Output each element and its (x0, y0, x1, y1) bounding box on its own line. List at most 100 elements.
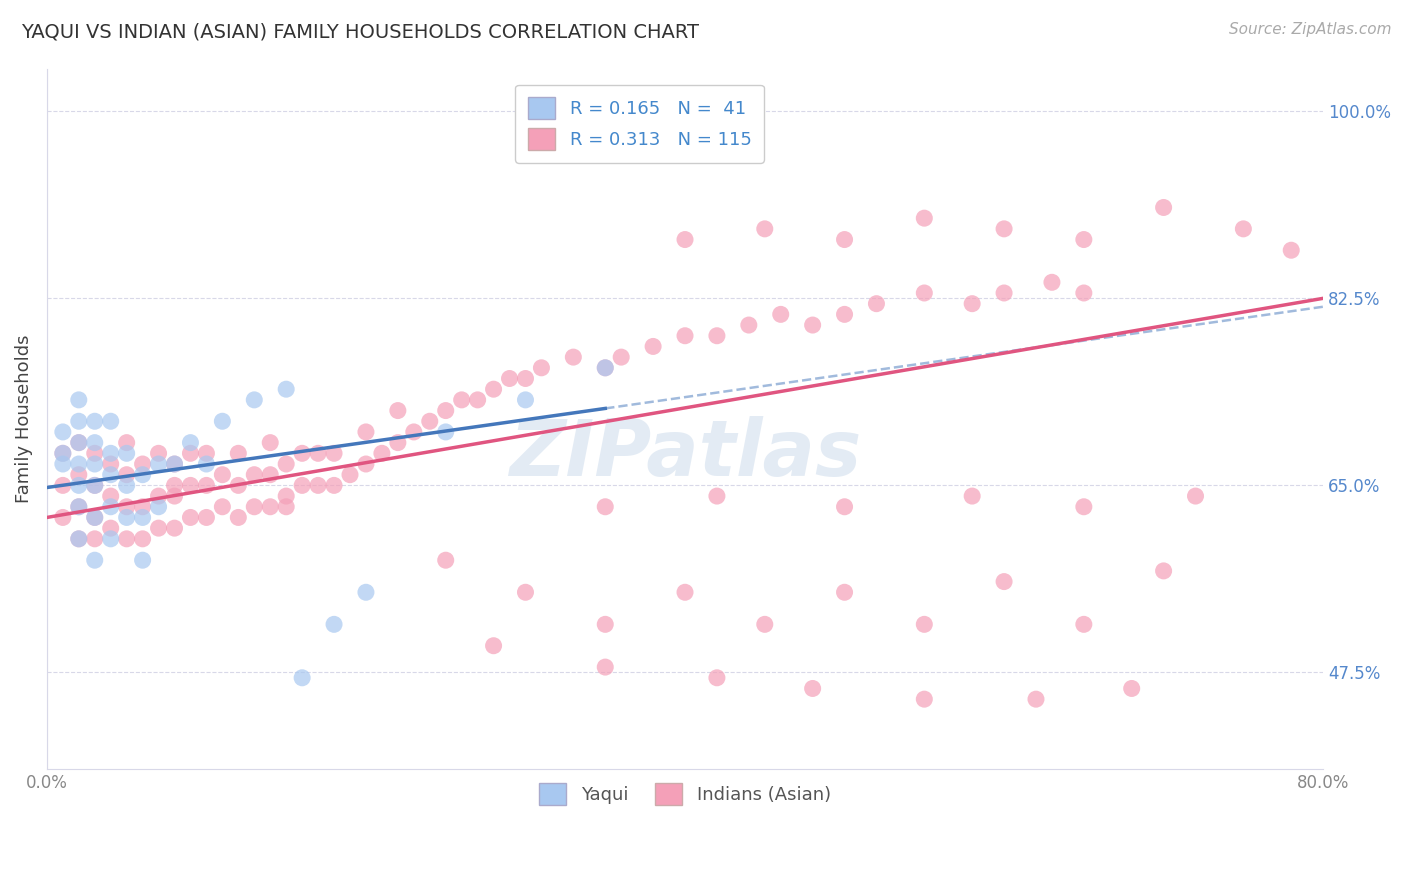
Point (179, 435, 201, 450)
Point (163, 489, 186, 503)
Point (163, 457, 186, 471)
Point (67, 532, 90, 546)
Point (163, 478, 186, 492)
Point (163, 457, 186, 471)
Point (52, 446, 75, 460)
Point (52, 478, 75, 492)
Point (67, 532, 90, 546)
Point (323, 446, 346, 460)
Point (115, 510, 138, 524)
Point (993, 285, 1015, 300)
Point (83, 553, 105, 567)
Point (291, 671, 314, 685)
Point (482, 382, 505, 396)
Point (148, 489, 170, 503)
Point (515, 392, 537, 407)
Point (593, 660, 616, 674)
Point (259, 467, 281, 482)
Point (195, 478, 218, 492)
Point (801, 318, 824, 332)
Point (67, 414, 90, 428)
Point (515, 371, 537, 385)
Point (52, 446, 75, 460)
Point (243, 467, 266, 482)
Point (339, 467, 361, 482)
Point (354, 457, 377, 471)
Point (67, 435, 90, 450)
Point (434, 553, 457, 567)
Point (515, 585, 537, 599)
Point (801, 681, 824, 696)
Point (243, 500, 266, 514)
Point (291, 478, 314, 492)
Point (610, 350, 633, 364)
Point (100, 489, 122, 503)
Point (211, 414, 233, 428)
Point (131, 467, 153, 482)
Point (100, 500, 122, 514)
Text: YAQUI VS INDIAN (ASIAN) FAMILY HOUSEHOLDS CORRELATION CHART: YAQUI VS INDIAN (ASIAN) FAMILY HOUSEHOLD… (21, 22, 699, 41)
Point (834, 500, 856, 514)
Point (354, 585, 377, 599)
Point (323, 478, 346, 492)
Point (67, 500, 90, 514)
Point (593, 500, 616, 514)
Point (67, 457, 90, 471)
Point (754, 617, 776, 632)
Point (148, 446, 170, 460)
Text: ZIPatlas: ZIPatlas (509, 416, 860, 491)
Point (307, 478, 329, 492)
Point (643, 339, 665, 353)
Point (912, 211, 935, 226)
Point (259, 500, 281, 514)
Point (131, 500, 153, 514)
Point (1279, 244, 1302, 258)
Point (195, 457, 218, 471)
Point (291, 446, 314, 460)
Point (834, 233, 856, 247)
Point (115, 467, 138, 482)
Point (115, 478, 138, 492)
Point (228, 446, 250, 460)
Point (276, 457, 298, 471)
Point (1232, 222, 1254, 236)
Point (1025, 692, 1047, 706)
Point (467, 392, 489, 407)
Point (419, 414, 441, 428)
Point (434, 425, 457, 439)
Point (83, 478, 105, 492)
Point (960, 489, 983, 503)
Point (498, 371, 520, 385)
Point (706, 671, 728, 685)
Point (673, 585, 696, 599)
Point (530, 360, 553, 375)
Point (276, 500, 298, 514)
Point (100, 457, 122, 471)
Point (243, 392, 266, 407)
Point (259, 435, 281, 450)
Point (323, 617, 346, 632)
Point (354, 425, 377, 439)
Point (163, 521, 186, 535)
Point (179, 446, 201, 460)
Point (912, 692, 935, 706)
Point (148, 500, 170, 514)
Point (131, 553, 153, 567)
Point (738, 318, 761, 332)
Point (195, 510, 218, 524)
Point (67, 392, 90, 407)
Point (276, 382, 298, 396)
Point (179, 478, 201, 492)
Point (993, 222, 1015, 236)
Point (211, 467, 233, 482)
Point (371, 446, 394, 460)
Point (754, 222, 776, 236)
Point (387, 403, 409, 417)
Point (100, 446, 122, 460)
Point (52, 510, 75, 524)
Point (52, 457, 75, 471)
Point (1073, 617, 1095, 632)
Point (83, 510, 105, 524)
Point (769, 307, 792, 321)
Point (1121, 681, 1143, 696)
